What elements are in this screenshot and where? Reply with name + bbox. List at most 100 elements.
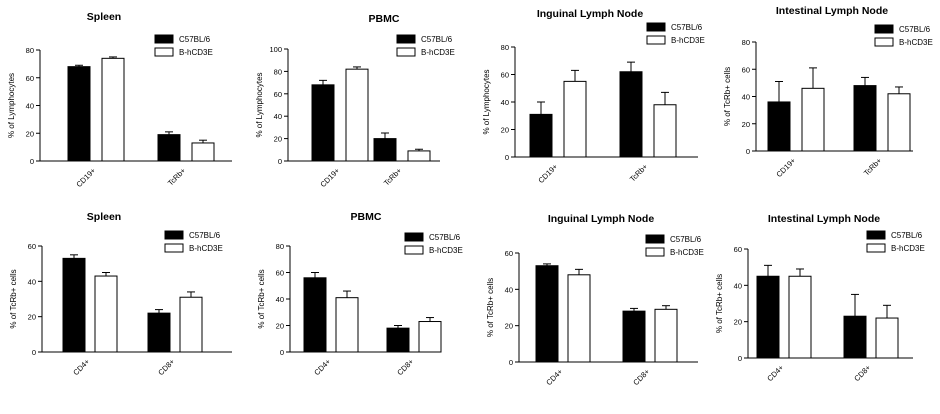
y-tick-label: 0 [32, 348, 36, 357]
y-tick-label: 0 [505, 153, 509, 162]
chart-panel: PBMC 0 20 40 60 80 100 % of Lymphocytes CD19+ TcR… [255, 13, 455, 189]
legend-label: C57BL/6 [891, 231, 923, 240]
chart-panel: Spleen 0 20 40 60 % of TcRb+ cells CD4+ CD8+ C57… [9, 211, 232, 377]
bar [147, 312, 171, 353]
bar [94, 275, 118, 353]
x-tick-label: TcRb+ [382, 166, 404, 188]
legend-swatch [866, 243, 886, 253]
legend-swatch [154, 47, 174, 57]
y-axis-label: % of TcRb+ cells [723, 67, 732, 126]
y-tick-label: 40 [742, 93, 750, 102]
bar [875, 317, 899, 359]
chart-legend: C57BL/6 B-hCD3E [866, 230, 925, 253]
chart-title: PBMC [369, 13, 400, 25]
legend-label: B-hCD3E [429, 246, 463, 255]
bar [67, 66, 91, 162]
chart-panel: PBMC 0 20 40 60 80 % of TcRb+ cells CD4+ CD8+ C57… [257, 211, 463, 377]
y-tick-label: 20 [274, 135, 282, 144]
legend-label: B-hCD3E [189, 244, 223, 253]
bar [788, 275, 812, 359]
y-tick-label: 80 [276, 242, 284, 251]
chart-panel: Inguinal Lymph Node 0 20 40 60 80 % of Lymphoc… [482, 8, 705, 185]
y-axis-label: % of TcRb+ cells [715, 274, 724, 333]
legend-label: B-hCD3E [670, 248, 704, 257]
legend-label: C57BL/6 [189, 231, 221, 240]
legend-swatch [404, 232, 424, 242]
chart-title: Inguinal Lymph Node [548, 213, 655, 225]
y-tick-label: 20 [26, 129, 34, 138]
y-axis-label: % of Lymphocytes [7, 73, 16, 138]
chart-legend: C57BL/6 B-hCD3E [404, 232, 463, 255]
chart-legend: C57BL/6 B-hCD3E [154, 34, 213, 57]
chart-title: Spleen [87, 11, 121, 23]
legend-swatch [164, 230, 184, 240]
x-tick-label: TcRb+ [628, 162, 650, 184]
bar [767, 101, 791, 152]
y-tick-label: 80 [501, 43, 509, 52]
x-tick-label: CD19+ [536, 162, 559, 185]
y-tick-label: 40 [274, 112, 282, 121]
bar [529, 113, 553, 158]
y-tick-label: 60 [28, 242, 36, 251]
bar [654, 308, 678, 363]
y-tick-label: 0 [280, 348, 284, 357]
bar [622, 310, 646, 363]
legend-label: B-hCD3E [671, 36, 705, 45]
bar [887, 93, 911, 152]
chart-legend: C57BL/6 B-hCD3E [396, 34, 455, 57]
bar [191, 142, 215, 162]
y-tick-label: 20 [505, 322, 513, 331]
y-tick-label: 20 [28, 313, 36, 322]
bar [157, 134, 181, 162]
legend-label: C57BL/6 [670, 235, 702, 244]
chart-legend: C57BL/6 B-hCD3E [646, 22, 705, 45]
legend-label: C57BL/6 [179, 35, 211, 44]
y-tick-label: 40 [26, 102, 34, 111]
y-tick-label: 0 [278, 157, 282, 166]
y-tick-label: 0 [30, 157, 34, 166]
legend-label: B-hCD3E [891, 244, 925, 253]
legend-label: B-hCD3E [899, 38, 933, 47]
chart-title: Intestinal Lymph Node [768, 213, 880, 225]
x-tick-label: CD19+ [318, 166, 341, 189]
y-axis-label: % of TcRb+ cells [257, 269, 266, 328]
x-tick-label: CD19+ [774, 156, 797, 179]
x-tick-label: CD4+ [71, 357, 92, 378]
x-tick-label: CD19+ [74, 166, 97, 189]
y-tick-label: 40 [501, 98, 509, 107]
legend-swatch [646, 22, 666, 32]
y-axis-label: % of TcRb+ cells [9, 269, 18, 328]
bar [653, 104, 677, 158]
y-axis-label: % of Lymphocytes [255, 72, 264, 137]
y-tick-label: 0 [509, 358, 513, 367]
y-tick-label: 60 [734, 245, 742, 254]
y-tick-label: 20 [501, 126, 509, 135]
y-tick-label: 20 [734, 318, 742, 327]
x-tick-label: CD8+ [395, 357, 416, 378]
bar [407, 150, 431, 162]
y-tick-label: 80 [274, 67, 282, 76]
bar [373, 138, 397, 162]
legend-swatch [645, 247, 665, 257]
bar [418, 321, 442, 353]
legend-swatch [396, 34, 416, 44]
bar [101, 57, 125, 162]
bar [62, 257, 86, 353]
bar [853, 85, 877, 152]
bar [311, 84, 335, 162]
chart-panel: Intestinal Lymph Node 0 20 40 60 % of TcRb+ c… [715, 213, 925, 383]
bar [801, 87, 825, 152]
bar [619, 71, 643, 158]
y-tick-label: 40 [28, 277, 36, 286]
chart-legend: C57BL/6 B-hCD3E [645, 234, 704, 257]
y-tick-label: 80 [742, 38, 750, 47]
y-tick-label: 60 [742, 65, 750, 74]
x-tick-label: CD8+ [631, 367, 652, 388]
x-tick-label: CD8+ [852, 363, 873, 384]
chart-legend: C57BL/6 B-hCD3E [164, 230, 223, 253]
chart-title: PBMC [351, 211, 382, 223]
y-tick-label: 20 [276, 322, 284, 331]
legend-swatch [866, 230, 886, 240]
legend-swatch [874, 24, 894, 34]
